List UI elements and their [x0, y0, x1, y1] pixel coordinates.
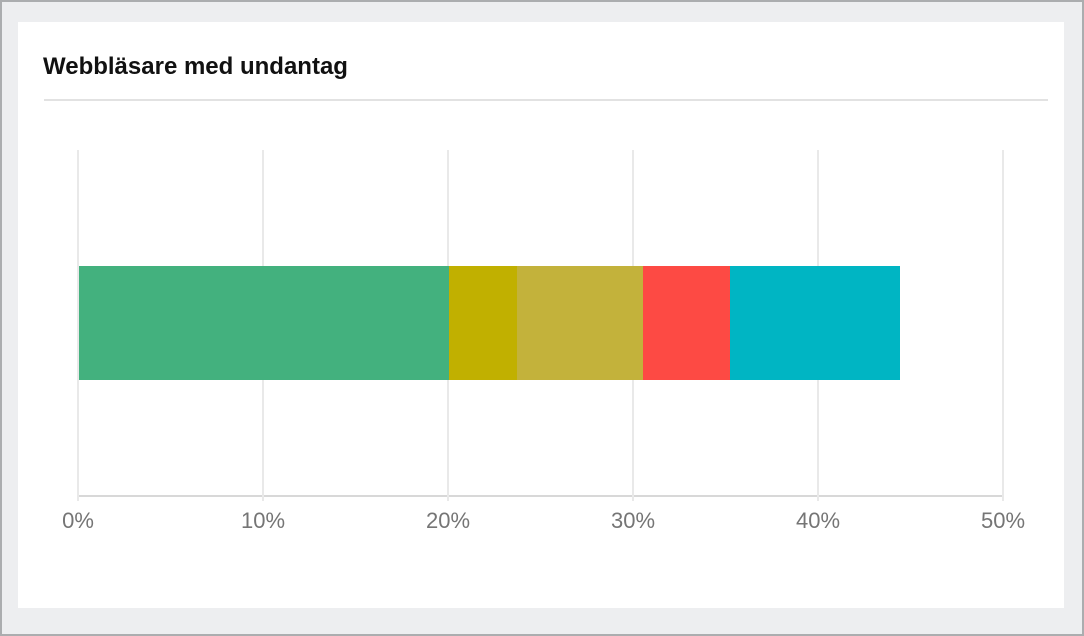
bar-segment[interactable]: [79, 266, 449, 380]
x-tick-label: 50%: [980, 508, 1026, 533]
chart-card: Webbläsare med undantag 0% 10% 20% 30% 40% 50…: [18, 22, 1064, 608]
gridline: [1002, 150, 1004, 501]
stacked-bar: [79, 266, 901, 380]
chart-title: Webbläsare med undantag: [43, 53, 348, 80]
title-divider: [44, 99, 1048, 101]
plot-area: [77, 150, 1004, 501]
bar-segment[interactable]: [730, 266, 901, 380]
x-tick-label: 20%: [425, 508, 471, 533]
x-tick-label: 0%: [62, 508, 94, 533]
bar-segment[interactable]: [643, 266, 731, 380]
bar-segment[interactable]: [517, 266, 644, 380]
x-tick-label: 10%: [240, 508, 286, 533]
bar-segment[interactable]: [449, 266, 518, 380]
gridline: [77, 150, 79, 501]
x-tick-label: 30%: [610, 508, 656, 533]
x-tick-label: 40%: [795, 508, 841, 533]
